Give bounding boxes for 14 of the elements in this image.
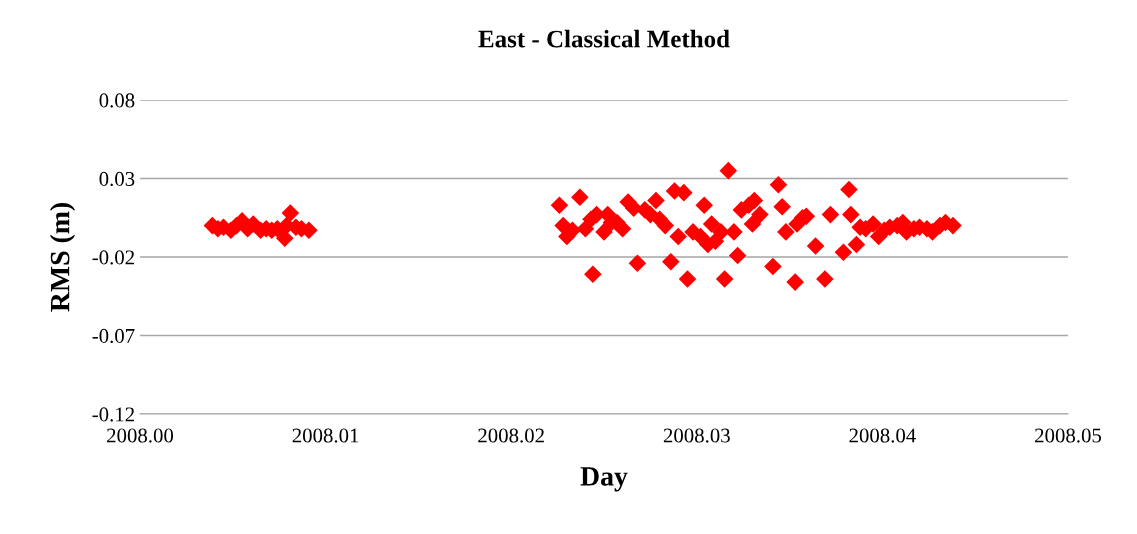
chart-title: East - Classical Method xyxy=(478,29,730,48)
x-tick-label: 2008.03 xyxy=(663,428,730,443)
y-tick-label: -0.07 xyxy=(92,328,135,344)
x-tick-label: 2008.01 xyxy=(292,428,359,443)
x-tick-label: 2008.00 xyxy=(107,428,174,443)
x-axis-title: Day xyxy=(580,467,628,492)
y-tick-label: 0.08 xyxy=(99,93,135,108)
y-axis-title: RMS (m) xyxy=(49,203,76,312)
x-tick-label: 2008.05 xyxy=(1035,428,1102,443)
y-tick-label: 0.03 xyxy=(99,171,135,187)
x-tick-label: 2008.02 xyxy=(478,428,544,443)
x-tick-label: 2008.04 xyxy=(849,428,916,443)
y-tick-label: -0.02 xyxy=(92,250,134,265)
y-tick-label: -0.12 xyxy=(92,407,134,422)
